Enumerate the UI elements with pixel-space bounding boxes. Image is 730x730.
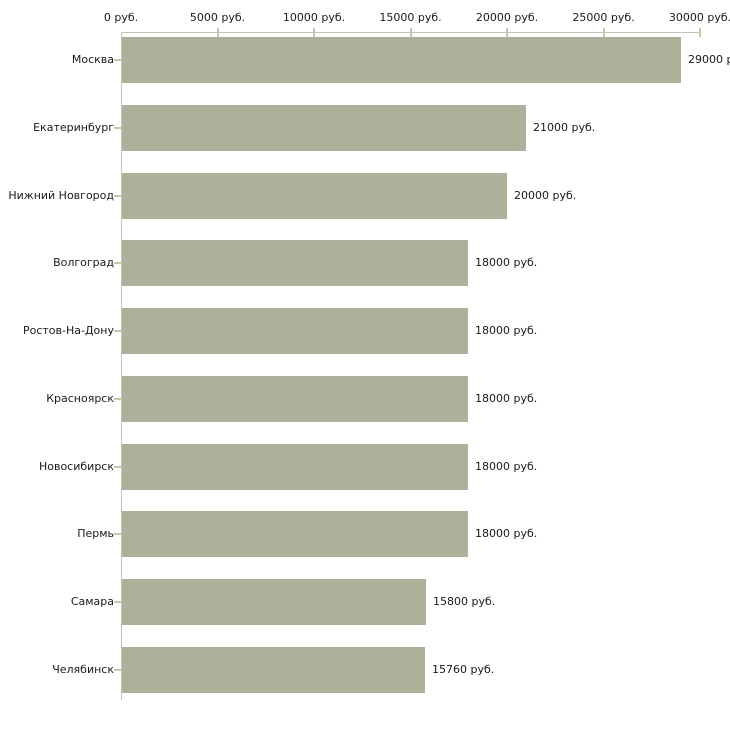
category-tick-mark bbox=[114, 533, 121, 535]
bar bbox=[122, 308, 468, 354]
x-axis-tick-mark bbox=[602, 28, 605, 37]
category-tick-mark bbox=[114, 398, 121, 400]
bar bbox=[122, 37, 681, 83]
x-axis-tick-mark bbox=[506, 28, 508, 37]
bar bbox=[122, 579, 426, 625]
category-label: Ростов-На-Дону bbox=[22, 324, 114, 337]
bar bbox=[122, 511, 468, 557]
value-label: 18000 руб. bbox=[475, 460, 538, 473]
category-label: Волгоград bbox=[53, 256, 114, 269]
x-axis-tick-label: 15000 руб. bbox=[379, 11, 442, 24]
bar bbox=[122, 105, 526, 151]
x-axis-tick-mark bbox=[216, 28, 219, 37]
category-label: Екатеринбург bbox=[33, 121, 114, 134]
value-label: 21000 руб. bbox=[533, 121, 596, 134]
category-label: Новосибирск bbox=[38, 460, 114, 473]
category-label: Красноярск bbox=[46, 392, 114, 405]
category-label: Москва bbox=[71, 53, 114, 66]
bar bbox=[122, 444, 468, 490]
value-label: 29000 руб. bbox=[688, 53, 730, 66]
category-tick-mark bbox=[114, 669, 121, 671]
category-tick-mark bbox=[114, 127, 121, 129]
x-axis-tick-label: 25000 руб. bbox=[572, 11, 635, 24]
category-tick-mark bbox=[114, 466, 121, 468]
bar bbox=[122, 240, 468, 286]
x-axis-tick-label: 0 руб. bbox=[103, 11, 139, 24]
value-label: 18000 руб. bbox=[475, 324, 538, 337]
x-axis-tick-mark bbox=[313, 28, 315, 37]
category-tick-mark bbox=[114, 601, 121, 603]
bar bbox=[122, 647, 425, 693]
category-label: Пермь bbox=[77, 527, 114, 540]
value-label: 20000 руб. bbox=[514, 189, 577, 202]
x-axis-tick-label: 20000 руб. bbox=[475, 11, 539, 24]
category-tick-mark bbox=[114, 195, 121, 197]
value-label: 18000 руб. bbox=[475, 392, 538, 405]
category-label: Самара bbox=[70, 595, 114, 608]
value-label: 18000 руб. bbox=[475, 527, 538, 540]
x-axis-tick-label: 10000 руб. bbox=[282, 11, 346, 24]
category-label: Челябинск bbox=[52, 663, 114, 676]
value-label: 18000 руб. bbox=[475, 256, 538, 269]
value-label: 15800 руб. bbox=[433, 595, 496, 608]
x-axis-tick-label: 5000 руб. bbox=[189, 11, 246, 24]
x-axis-tick-mark bbox=[699, 28, 701, 37]
bar bbox=[122, 376, 468, 422]
category-label: Нижний Новгород bbox=[8, 189, 114, 202]
category-tick-mark bbox=[114, 330, 121, 332]
x-axis-tick-mark bbox=[409, 28, 412, 37]
y-axis-line bbox=[121, 32, 122, 700]
category-tick-mark bbox=[114, 59, 121, 61]
value-label: 15760 руб. bbox=[432, 663, 495, 676]
bar bbox=[122, 173, 507, 219]
x-axis-tick-label: 30000 руб. bbox=[668, 11, 730, 24]
category-tick-mark bbox=[114, 262, 121, 264]
